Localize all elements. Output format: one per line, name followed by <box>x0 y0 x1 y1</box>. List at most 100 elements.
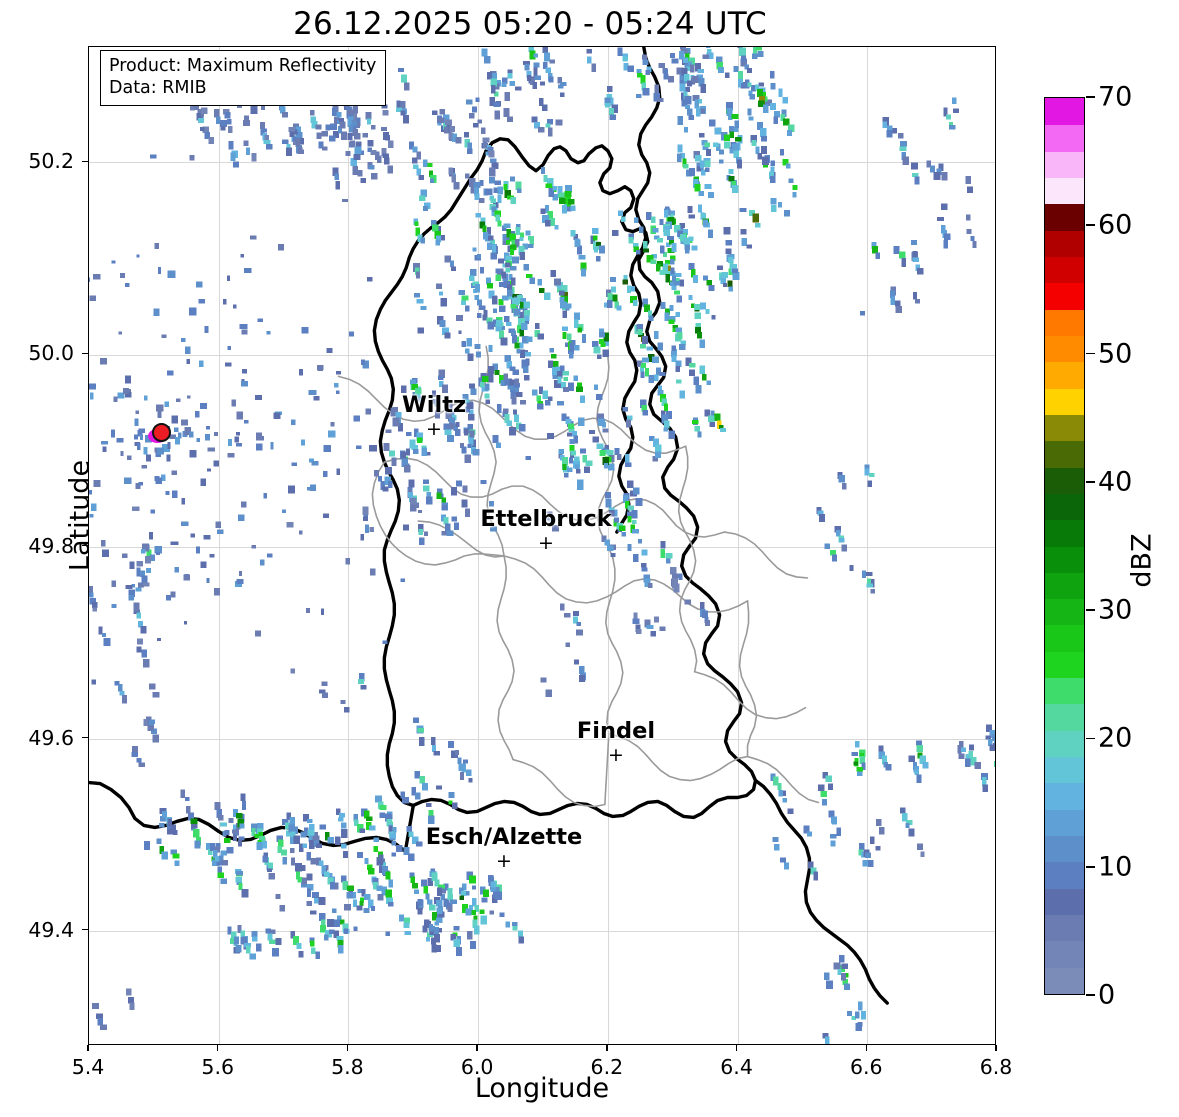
radar-echo-cell <box>826 980 833 990</box>
gridline-vertical <box>478 47 480 1044</box>
radar-echo-cell <box>451 516 458 522</box>
colorbar[interactable] <box>1044 97 1085 995</box>
radar-echo-cell <box>577 479 584 489</box>
radar-echo-cell <box>720 427 727 432</box>
radar-echo-cell <box>878 745 884 752</box>
radar-echo-cell <box>357 888 364 894</box>
radar-echo-cell <box>300 831 307 838</box>
radar-echo-cell <box>732 271 740 280</box>
radar-echo-cell <box>238 882 243 891</box>
radar-echo-cell <box>435 283 442 290</box>
radar-echo-cell <box>578 665 585 675</box>
radar-echo-cell <box>199 126 205 132</box>
radar-echo-cell <box>994 760 995 767</box>
radar-echo-cell <box>769 70 775 79</box>
colorbar-band <box>1045 309 1084 336</box>
radar-echo-cell <box>504 92 510 101</box>
radar-echo-cell <box>229 938 237 944</box>
radar-echo-cell <box>156 551 160 556</box>
radar-echo-cell <box>402 797 409 804</box>
radar-echo-cell <box>708 229 714 239</box>
radar-echo-cell <box>343 851 348 859</box>
radar-echo-cell <box>133 434 139 440</box>
radar-echo-cell <box>467 353 474 361</box>
radar-echo-cell <box>687 61 693 66</box>
radar-echo-cell <box>664 403 669 412</box>
radar-echo-cell <box>91 602 98 608</box>
colorbar-band <box>1045 203 1084 231</box>
radar-echo-cell <box>217 872 224 878</box>
radar-echo-cell <box>408 141 414 150</box>
radar-echo-cell <box>201 107 208 115</box>
radar-echo-cell <box>526 336 533 343</box>
radar-echo-cell <box>472 919 478 929</box>
info-legend-box: Product: Maximum Reflectivity Data: RMIB <box>100 50 387 106</box>
radar-echo-cell <box>512 369 519 376</box>
radar-echo-cell <box>297 146 303 151</box>
colorbar-band <box>1045 914 1084 942</box>
radar-echo-cell <box>207 447 215 452</box>
radar-echo-cell <box>322 470 328 478</box>
radar-echo-cell <box>828 783 834 790</box>
radar-echo-cell <box>734 137 742 142</box>
radar-echo-cell <box>408 853 415 861</box>
radar-echo-cell <box>206 468 212 472</box>
radar-echo-cell <box>236 579 244 585</box>
radar-echo-cell <box>484 56 491 64</box>
radar-echo-cell <box>505 268 510 273</box>
radar-echo-cell <box>676 67 684 75</box>
radar-echo-cell <box>214 431 219 436</box>
radar-echo-cell <box>660 245 665 254</box>
radar-echo-cell <box>916 744 924 752</box>
radar-echo-cell <box>940 203 948 210</box>
radar-echo-cell <box>461 499 468 508</box>
radar-echo-cell <box>586 48 592 54</box>
radar-echo-cell <box>528 47 535 52</box>
radar-echo-cell <box>307 487 313 491</box>
radar-echo-cell <box>428 810 434 816</box>
radar-echo-cell <box>782 798 787 803</box>
radar-echo-cell <box>851 751 859 756</box>
radar-echo-cell <box>447 887 453 894</box>
radar-echo-cell <box>608 97 614 106</box>
radar-echo-cell <box>235 944 242 953</box>
radar-echo-cell <box>545 204 550 213</box>
radar-site-marker[interactable] <box>148 423 172 445</box>
radar-echo-cell <box>218 814 224 821</box>
radar-echo-cell <box>321 865 327 875</box>
radar-echo-cell <box>351 121 358 128</box>
radar-echo-cell <box>175 437 180 445</box>
radar-echo-cell <box>321 130 329 137</box>
radar-echo-cell <box>416 432 423 442</box>
radar-echo-cell <box>605 449 611 455</box>
radar-echo-cell <box>497 194 502 203</box>
radar-echo-cell <box>792 185 798 190</box>
radar-echo-cell <box>553 379 561 388</box>
radar-echo-cell <box>306 873 313 881</box>
radar-echo-cell <box>900 141 907 147</box>
radar-echo-cell <box>468 275 475 281</box>
radar-echo-cell <box>488 290 495 299</box>
radar-echo-cell <box>551 524 559 532</box>
radar-echo-cell <box>941 172 948 181</box>
radar-echo-cell <box>504 414 510 424</box>
map-plot-area[interactable]: Wiltz + Ettelbruck + Findel + Esch/Alzet… <box>88 46 996 1045</box>
radar-echo-cell <box>341 829 348 838</box>
radar-echo-cell <box>540 208 546 215</box>
radar-echo-cell <box>411 836 419 845</box>
radar-echo-cell <box>450 899 457 904</box>
radar-echo-cell <box>387 480 393 489</box>
radar-echo-cell <box>366 118 372 125</box>
radar-echo-cell <box>548 127 553 137</box>
radar-echo-cell <box>282 857 287 865</box>
radar-echo-cell <box>561 284 568 293</box>
radar-echo-cell <box>636 73 643 78</box>
radar-echo-cell <box>420 879 427 887</box>
radar-echo-cell <box>321 146 328 151</box>
radar-echo-cell <box>391 852 397 857</box>
radar-echo-cell <box>459 443 465 448</box>
radar-echo-cell <box>763 104 769 113</box>
radar-echo-cell <box>958 753 965 760</box>
radar-echo-cell <box>697 69 705 74</box>
radar-echo-cell <box>444 255 452 263</box>
